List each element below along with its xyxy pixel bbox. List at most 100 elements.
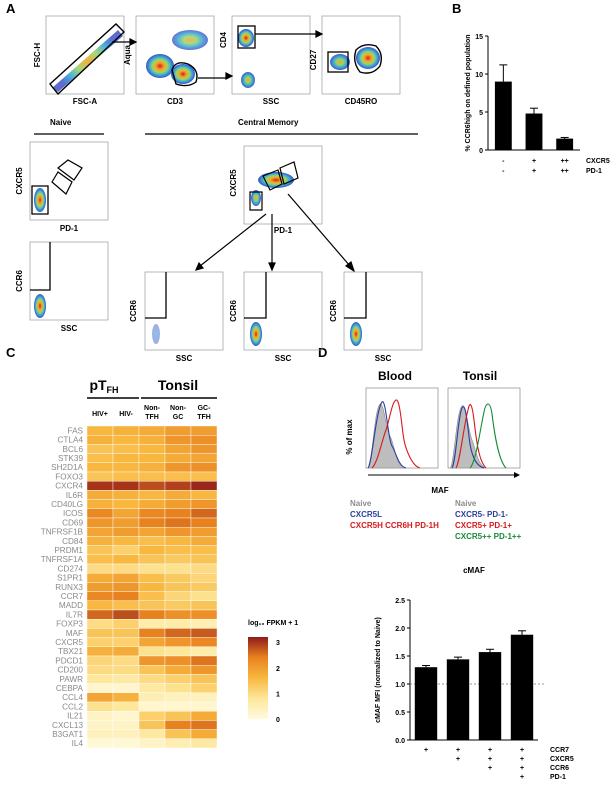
- heatmap-group-tonsil: Tonsil: [158, 377, 198, 393]
- heatmap-cell: [86, 435, 114, 445]
- heatmap-column-label: HIV-: [119, 411, 133, 418]
- panel-d-marker: +: [488, 756, 492, 763]
- heatmap-row-label: SH2D1A: [51, 463, 83, 472]
- heatmap-row-label: CCR7: [61, 592, 84, 601]
- axis-label-ssc-2: SSC: [176, 354, 193, 363]
- panel-d-row-label: CXCR5: [550, 756, 574, 763]
- heatmap-cell: [138, 665, 166, 675]
- panel-d-bar: [478, 652, 502, 740]
- heatmap-cell: [112, 536, 140, 546]
- heatmap-row-label: CTLA4: [58, 436, 84, 445]
- heatmap-cell: [86, 637, 114, 647]
- panel-b-y-tick-label: 15: [475, 34, 483, 41]
- heatmap-cell: [138, 462, 166, 473]
- heatmap-cell: [86, 674, 114, 684]
- heatmap-cell: [138, 720, 166, 730]
- histogram-tonsil-posplus: [469, 403, 507, 469]
- panel-d-marker: +: [520, 765, 524, 772]
- heatmap-cell: [112, 573, 140, 583]
- panel-d-cmaf-bar-chart: cMAF 0.0 0.5 1.0 1.5 2.0 2.5 cMAF MFI (normaliz…: [375, 566, 574, 781]
- heatmap-cell: [190, 600, 218, 611]
- gating-plot-cd3: Aqua CD3: [123, 15, 215, 106]
- gating-arrows: [112, 30, 324, 80]
- heatmap-cell: [86, 628, 114, 638]
- heatmap-cell: [164, 591, 192, 601]
- axis-label-cm-pd1: PD-1: [274, 226, 293, 235]
- panel-c-heatmap: pTFH Tonsil HIV+ HIV- Non- TFH Non- GC GC- TFH FAS…: [41, 377, 299, 748]
- heatmap-cell: [190, 554, 218, 565]
- histogram-tonsil-neg: [451, 406, 485, 469]
- heatmap-row-label: B3GAT1: [52, 730, 83, 739]
- heatmap-cell: [138, 609, 166, 620]
- heatmap-cell: [86, 619, 114, 629]
- heatmap-cell: [86, 453, 114, 464]
- histogram-blood-cxcr5h: [371, 399, 421, 469]
- heatmap-cell: [86, 692, 114, 703]
- axis-label-fsc-a: FSC-A: [73, 97, 98, 106]
- axis-label-ssc-1: SSC: [61, 324, 78, 333]
- heatmap-cell: [112, 481, 140, 491]
- heatmap-row-label: TNFRSF1A: [41, 555, 84, 564]
- heatmap-cell: [164, 738, 192, 749]
- heatmap-cell: [190, 545, 218, 555]
- legend-tonsil-posplus: CXCR5++ PD-1++: [455, 532, 522, 541]
- heatmap-row-label: CD69: [62, 518, 83, 527]
- heatmap-cell: [86, 554, 114, 565]
- heatmap-cell: [190, 729, 218, 739]
- heatmap-cell: [86, 591, 114, 601]
- panel-b-marker: -: [502, 158, 505, 165]
- heatmap-row-label: PDCD1: [55, 656, 83, 665]
- heatmap-cell: [164, 573, 192, 583]
- panel-d-marker: +: [488, 747, 492, 754]
- heatmap-cell: [112, 554, 140, 565]
- panel-d-y-tick-label: 2.0: [395, 626, 405, 633]
- heatmap-cell: [112, 637, 140, 647]
- heatmap-row-label: RUNX3: [55, 583, 83, 592]
- heatmap-cell: [138, 692, 166, 703]
- heatmap-cell: [86, 471, 114, 482]
- heatmap-cell: [190, 628, 218, 638]
- panel-b-row-label: PD-1: [586, 168, 602, 175]
- heatmap-cell: [112, 563, 140, 574]
- panel-d-marker: +: [456, 756, 460, 763]
- axis-label-ssc-top: SSC: [263, 97, 280, 106]
- heatmap-row-label: CD200: [58, 666, 84, 675]
- heatmap-cell: [86, 600, 114, 611]
- panel-d-marker: +: [488, 765, 492, 772]
- panel-d-marker: +: [520, 774, 524, 781]
- heatmap-cell: [138, 591, 166, 601]
- naive-cxcr5-plot: CXCR5 PD-1: [15, 141, 109, 233]
- heatmap-cell: [164, 692, 192, 703]
- heatmap-cell: [138, 619, 166, 629]
- heatmap-cell: [86, 536, 114, 546]
- panel-b-marker: ++: [561, 168, 569, 175]
- heatmap-cell: [112, 729, 140, 739]
- heatmap-cell: [164, 711, 192, 721]
- heatmap-cell: [164, 683, 192, 693]
- heatmap-cell: [86, 573, 114, 583]
- axis-label-fsc-h: FSC-H: [33, 43, 42, 68]
- legend-tonsil-naive: Naive: [455, 499, 477, 508]
- histogram-blood-cxcr5l: [367, 401, 407, 469]
- panel-d-row-label: PD-1: [550, 774, 566, 781]
- heatmap-column-label: HIV+: [92, 411, 108, 418]
- heatmap-row-label: FAS: [68, 426, 84, 435]
- heatmap-cell: [190, 720, 218, 730]
- heatmap-cell: [112, 711, 140, 721]
- heatmap-cell: [138, 527, 166, 537]
- axis-label-cm-cxcr5: CXCR5: [229, 169, 238, 197]
- colorbar-gradient: [248, 637, 268, 719]
- heatmap-cell: [86, 481, 114, 491]
- panel-d-bar: [510, 634, 534, 740]
- heatmap-cell: [138, 517, 166, 528]
- panel-b-y-tick-label: 5: [479, 110, 483, 117]
- heatmap-cell: [112, 609, 140, 620]
- heatmap-cell: [190, 711, 218, 721]
- heatmap-cell: [190, 536, 218, 546]
- histogram-ylabel: % of max: [345, 419, 354, 455]
- heatmap-cell: [112, 508, 140, 519]
- heatmap-cell: [190, 674, 218, 684]
- heatmap-cell: [190, 471, 218, 482]
- heatmap-cell: [164, 563, 192, 574]
- heatmap-cell: [164, 545, 192, 555]
